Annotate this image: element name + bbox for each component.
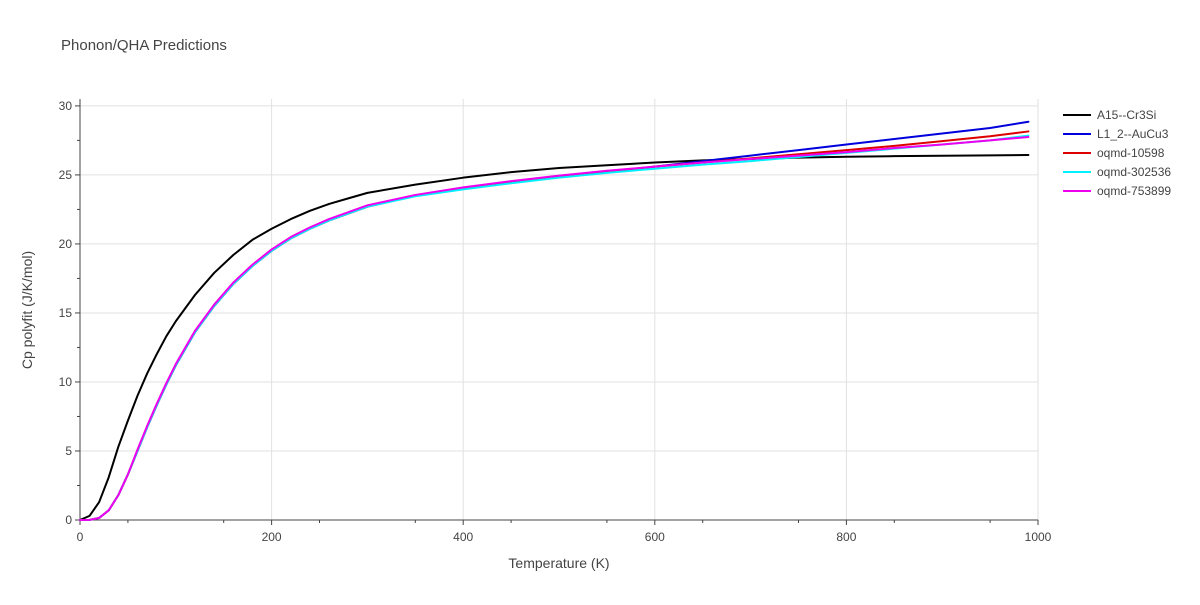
grid xyxy=(80,99,1039,520)
series-line-oqmd-10598 xyxy=(79,130,1030,521)
y-tick-label: 5 xyxy=(65,444,72,458)
y-tick-label: 30 xyxy=(59,99,73,113)
series-line-a15-cr3si xyxy=(79,154,1030,521)
x-tick-label: 800 xyxy=(836,530,856,544)
series-line-l1-2-aucu3 xyxy=(79,120,1030,521)
axes: 0 5 10 15 20 25 30 0 200 400 600 800 1000 xyxy=(59,99,1052,544)
x-tick-label: 600 xyxy=(645,530,665,544)
y-tick-label: 0 xyxy=(65,513,72,527)
x-tick-label: 1000 xyxy=(1025,530,1052,544)
x-axis-label: Temperature (K) xyxy=(508,555,609,571)
x-tick-label: 400 xyxy=(453,530,473,544)
y-tick-label: 25 xyxy=(59,168,73,182)
y-axis-label: Cp polyfit (J/K/mol) xyxy=(19,251,35,369)
x-tick-label: 200 xyxy=(262,530,282,544)
legend: A15--Cr3Si L1_2--AuCu3 oqmd-10598 oqmd-3025… xyxy=(1063,108,1171,198)
legend-label-l1-2-aucu3: L1_2--AuCu3 xyxy=(1097,127,1169,141)
legend-label-oqmd-10598: oqmd-10598 xyxy=(1097,146,1165,160)
legend-label-oqmd-302536: oqmd-302536 xyxy=(1097,165,1171,179)
x-tick-label: 0 xyxy=(77,530,84,544)
legend-label-oqmd-753899: oqmd-753899 xyxy=(1097,184,1171,198)
series-line-oqmd-753899 xyxy=(79,135,1030,521)
y-tick-label: 10 xyxy=(59,375,73,389)
y-tick-label: 20 xyxy=(59,237,73,251)
legend-label-a15-cr3si: A15--Cr3Si xyxy=(1097,108,1156,122)
series-line-oqmd-302536 xyxy=(79,134,1030,521)
y-tick-label: 15 xyxy=(59,306,73,320)
series-group xyxy=(79,120,1030,521)
chart-title: Phonon/QHA Predictions xyxy=(61,37,227,54)
